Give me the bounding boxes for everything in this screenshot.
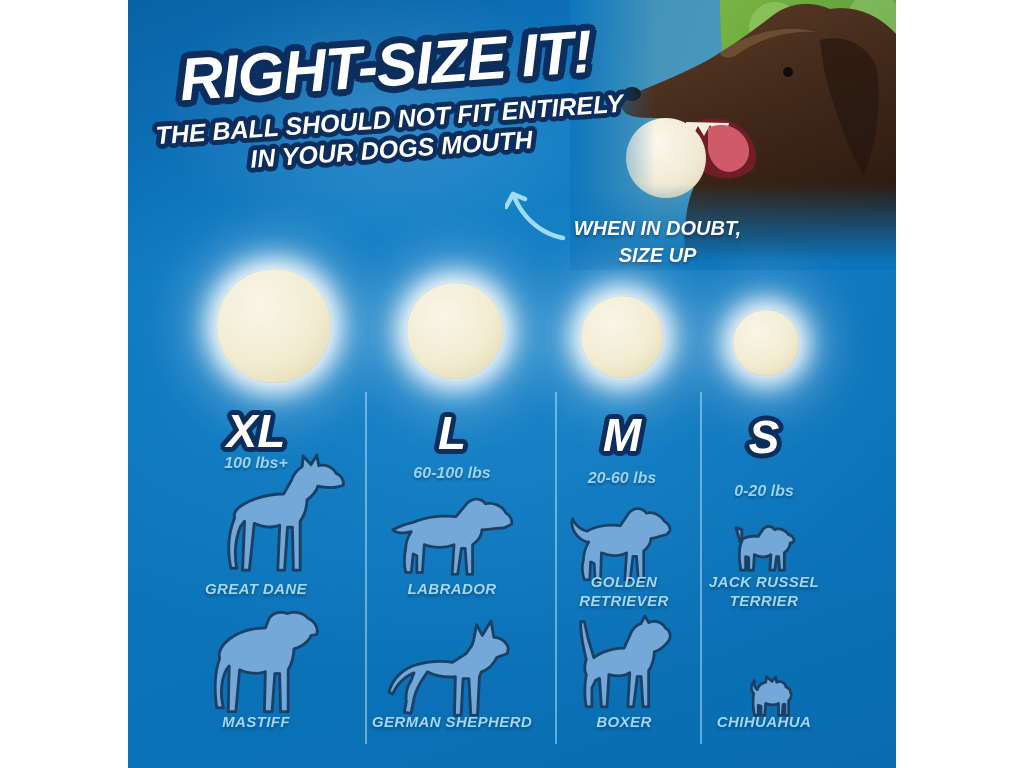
mastiff-silhouette (213, 610, 319, 714)
breed-label-golden-retriever: GOLDEN RETRIEVER (579, 574, 669, 610)
photo-blend-overlay (570, 0, 896, 270)
hint-line-2: SIZE UP (618, 245, 697, 267)
boxer-silhouette (579, 614, 672, 709)
poster-content: RIGHT-SIZE IT! THE BALL SHOULD NOT FIT E… (128, 0, 896, 768)
size-label-s: S (748, 411, 780, 463)
size-up-hint: WHEN IN DOUBT, SIZE UP (570, 216, 745, 270)
labrador-silhouette (391, 497, 514, 576)
great-dane-silhouette (227, 453, 345, 572)
size-label-xl: XL (226, 405, 286, 457)
weight-range-m: 20-60 lbs (587, 470, 657, 487)
headline-block: RIGHT-SIZE IT! THE BALL SHOULD NOT FIT E… (134, 18, 642, 183)
ball-m (581, 296, 663, 378)
ball-l (407, 283, 503, 379)
breed-label-chihuahua: CHIHUAHUA (716, 714, 812, 731)
size-label-l: L (437, 407, 467, 459)
weight-range-s: 0-20 lbs (734, 483, 794, 500)
golden-retriever-silhouette (570, 507, 672, 582)
size-label-m: M (602, 409, 642, 461)
ball-xl (217, 269, 331, 383)
breed-label-german-shepherd: GERMAN SHEPHERD (371, 714, 533, 731)
ball-s (733, 310, 799, 376)
column-divider-1 (365, 392, 367, 744)
weight-range-xl: 100 lbs+ (224, 455, 288, 472)
size-up-arrow-icon (505, 191, 566, 241)
column-divider-2 (555, 392, 557, 744)
breed-label-great-dane: GREAT DANE (204, 581, 308, 598)
breed-label-mastiff: MASTIFF (222, 714, 290, 731)
weight-range-l: 60-100 lbs (413, 465, 491, 482)
breed-label-boxer: BOXER (596, 714, 652, 731)
dog-photo (570, 0, 896, 270)
breed-label-jack-russel: JACK RUSSEL TERRIER (708, 574, 820, 610)
chihuahua-silhouette (750, 675, 793, 717)
german-shepherd-silhouette (387, 619, 510, 717)
breed-label-labrador: LABRADOR (407, 581, 497, 598)
hint-line-1: WHEN IN DOUBT, (573, 218, 742, 240)
column-divider-3 (700, 392, 702, 744)
jack-russel-terrier-silhouette (734, 525, 796, 572)
